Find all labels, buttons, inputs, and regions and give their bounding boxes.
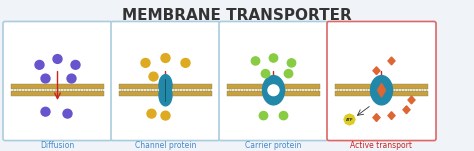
Text: ATP: ATP <box>346 118 353 122</box>
FancyBboxPatch shape <box>219 21 328 141</box>
Ellipse shape <box>159 75 172 96</box>
Circle shape <box>161 111 170 120</box>
Circle shape <box>271 88 276 93</box>
Circle shape <box>63 109 72 118</box>
Circle shape <box>67 74 76 83</box>
FancyBboxPatch shape <box>119 84 212 89</box>
Polygon shape <box>388 112 395 119</box>
Ellipse shape <box>371 76 392 105</box>
Text: Carrier protein: Carrier protein <box>246 141 301 149</box>
Circle shape <box>251 57 260 65</box>
FancyBboxPatch shape <box>327 21 436 141</box>
FancyBboxPatch shape <box>228 84 319 89</box>
Circle shape <box>268 85 279 96</box>
Circle shape <box>35 60 44 69</box>
Polygon shape <box>373 114 380 121</box>
Circle shape <box>71 60 80 69</box>
Text: Active transport: Active transport <box>350 141 412 149</box>
Polygon shape <box>373 67 380 75</box>
FancyBboxPatch shape <box>335 84 428 89</box>
Circle shape <box>279 111 288 120</box>
FancyBboxPatch shape <box>119 91 212 96</box>
Circle shape <box>284 70 293 78</box>
FancyBboxPatch shape <box>335 91 428 96</box>
Circle shape <box>41 107 50 116</box>
Polygon shape <box>388 57 395 65</box>
Circle shape <box>147 109 156 118</box>
Text: Diffusion: Diffusion <box>40 141 74 149</box>
Ellipse shape <box>159 84 172 106</box>
FancyBboxPatch shape <box>228 91 319 96</box>
Circle shape <box>161 54 170 62</box>
Circle shape <box>53 55 62 63</box>
Ellipse shape <box>263 76 284 105</box>
FancyBboxPatch shape <box>11 84 104 89</box>
Circle shape <box>181 58 190 67</box>
FancyBboxPatch shape <box>11 91 104 96</box>
FancyBboxPatch shape <box>3 21 112 141</box>
Polygon shape <box>408 96 415 104</box>
Polygon shape <box>377 83 385 97</box>
Circle shape <box>41 74 50 83</box>
Circle shape <box>259 111 268 120</box>
Circle shape <box>287 59 296 67</box>
Circle shape <box>261 70 270 78</box>
Text: MEMBRANE TRANSPORTER: MEMBRANE TRANSPORTER <box>122 8 352 23</box>
Circle shape <box>149 72 158 81</box>
FancyBboxPatch shape <box>111 21 220 141</box>
Polygon shape <box>403 106 410 114</box>
Circle shape <box>141 58 150 67</box>
Text: Channel protein: Channel protein <box>135 141 196 149</box>
Circle shape <box>269 54 278 62</box>
